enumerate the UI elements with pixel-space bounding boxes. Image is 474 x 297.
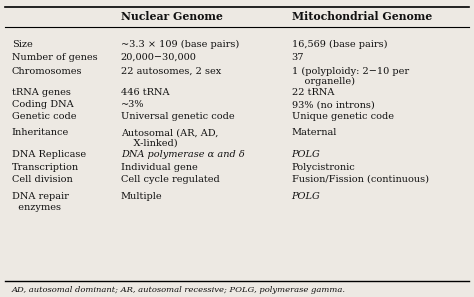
- Text: Number of genes: Number of genes: [12, 53, 98, 62]
- Text: Size: Size: [12, 40, 33, 49]
- Text: POLG: POLG: [292, 192, 320, 201]
- Text: 93% (no introns): 93% (no introns): [292, 100, 374, 109]
- Text: Maternal: Maternal: [292, 128, 337, 137]
- Text: Chromosomes: Chromosomes: [12, 67, 82, 76]
- Text: tRNA genes: tRNA genes: [12, 88, 71, 97]
- Text: DNA polymerase α and δ: DNA polymerase α and δ: [121, 150, 245, 159]
- Text: 22 tRNA: 22 tRNA: [292, 88, 334, 97]
- Text: Cell division: Cell division: [12, 175, 73, 184]
- Text: Autosomal (AR, AD,
    X-linked): Autosomal (AR, AD, X-linked): [121, 128, 218, 148]
- Text: Multiple: Multiple: [121, 192, 163, 201]
- Text: POLG: POLG: [292, 150, 320, 159]
- Text: ~3.3 × 109 (base pairs): ~3.3 × 109 (base pairs): [121, 40, 239, 49]
- Text: 446 tRNA: 446 tRNA: [121, 88, 169, 97]
- Text: 20,000−30,000: 20,000−30,000: [121, 53, 197, 62]
- Text: Universal genetic code: Universal genetic code: [121, 112, 235, 121]
- Text: Individual gene: Individual gene: [121, 163, 198, 172]
- Text: ~3%: ~3%: [121, 100, 145, 109]
- Text: Inheritance: Inheritance: [12, 128, 69, 137]
- Text: Coding DNA: Coding DNA: [12, 100, 73, 109]
- Text: 16,569 (base pairs): 16,569 (base pairs): [292, 40, 387, 49]
- Text: DNA repair
  enzymes: DNA repair enzymes: [12, 192, 69, 212]
- Text: Fusion/Fission (continuous): Fusion/Fission (continuous): [292, 175, 428, 184]
- Text: 1 (polyploidy: 2−10 per
    organelle): 1 (polyploidy: 2−10 per organelle): [292, 67, 409, 86]
- Text: Genetic code: Genetic code: [12, 112, 76, 121]
- Text: Cell cycle regulated: Cell cycle regulated: [121, 175, 219, 184]
- Text: 22 autosomes, 2 sex: 22 autosomes, 2 sex: [121, 67, 221, 76]
- Text: Polycistronic: Polycistronic: [292, 163, 355, 172]
- Text: Nuclear Genome: Nuclear Genome: [121, 11, 223, 22]
- Text: 37: 37: [292, 53, 304, 62]
- Text: Unique genetic code: Unique genetic code: [292, 112, 393, 121]
- Text: DNA Replicase: DNA Replicase: [12, 150, 86, 159]
- Text: Mitochondrial Genome: Mitochondrial Genome: [292, 11, 432, 22]
- Text: AD, autosomal dominant; AR, autosomal recessive; POLG, polymerase gamma.: AD, autosomal dominant; AR, autosomal re…: [12, 286, 346, 293]
- Text: Transcription: Transcription: [12, 163, 79, 172]
